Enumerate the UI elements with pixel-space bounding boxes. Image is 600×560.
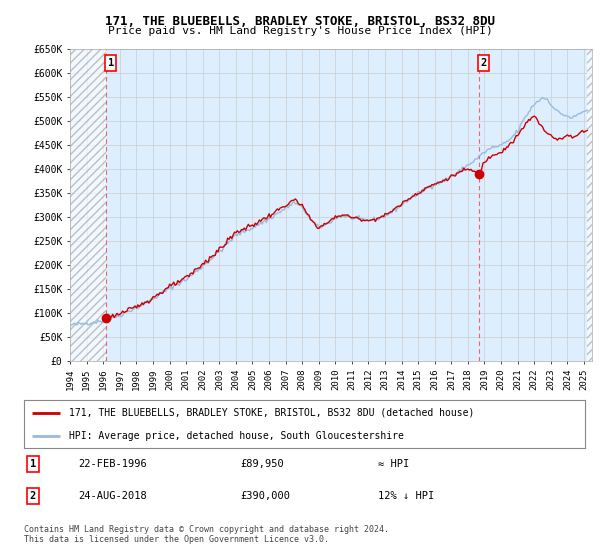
Text: £390,000: £390,000 <box>240 491 290 501</box>
Text: 2: 2 <box>481 58 487 68</box>
Text: 2: 2 <box>30 491 36 501</box>
Text: 1: 1 <box>30 459 36 469</box>
Text: 171, THE BLUEBELLS, BRADLEY STOKE, BRISTOL, BS32 8DU (detached house): 171, THE BLUEBELLS, BRADLEY STOKE, BRIST… <box>69 408 474 418</box>
Text: 12% ↓ HPI: 12% ↓ HPI <box>378 491 434 501</box>
Text: Contains HM Land Registry data © Crown copyright and database right 2024.
This d: Contains HM Land Registry data © Crown c… <box>24 525 389 544</box>
Text: 1: 1 <box>107 58 114 68</box>
Text: 24-AUG-2018: 24-AUG-2018 <box>78 491 147 501</box>
Text: Price paid vs. HM Land Registry's House Price Index (HPI): Price paid vs. HM Land Registry's House … <box>107 26 493 36</box>
Text: HPI: Average price, detached house, South Gloucestershire: HPI: Average price, detached house, Sout… <box>69 431 404 441</box>
Text: ≈ HPI: ≈ HPI <box>378 459 409 469</box>
Bar <box>587 49 592 361</box>
Text: £89,950: £89,950 <box>240 459 284 469</box>
Text: 22-FEB-1996: 22-FEB-1996 <box>78 459 147 469</box>
Bar <box>70 49 106 361</box>
Text: 171, THE BLUEBELLS, BRADLEY STOKE, BRISTOL, BS32 8DU: 171, THE BLUEBELLS, BRADLEY STOKE, BRIST… <box>105 15 495 27</box>
